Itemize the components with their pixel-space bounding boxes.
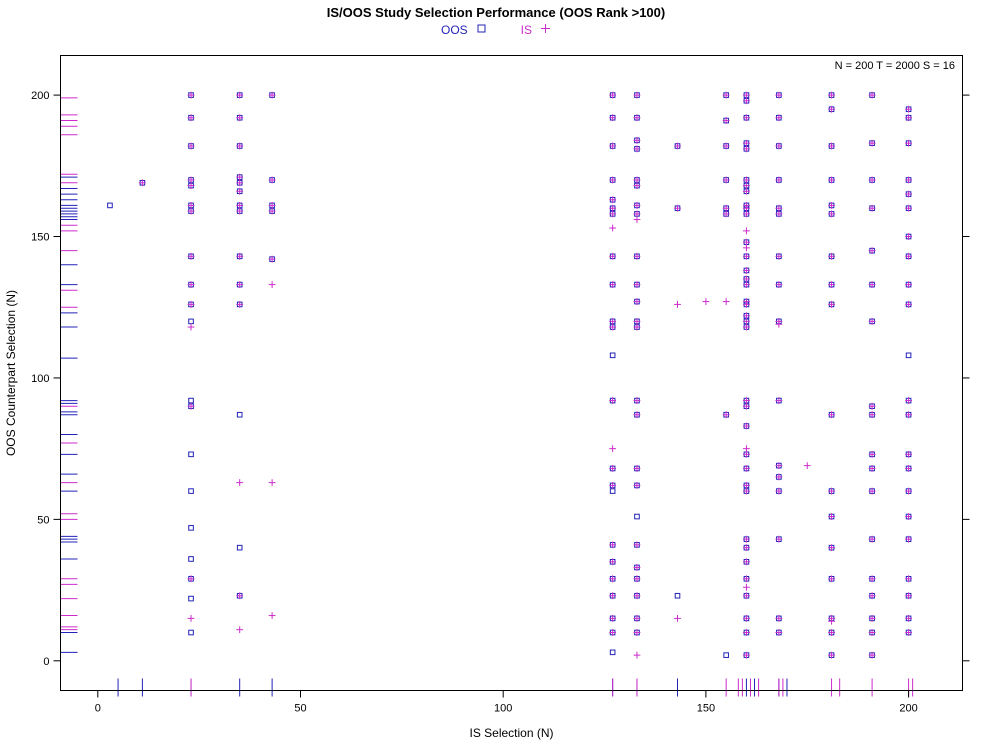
legend-item-oos: OOS: [441, 23, 487, 37]
legend-is-label: IS: [520, 23, 532, 37]
x-tick-label: 0: [95, 703, 101, 715]
legend: OOS IS: [0, 23, 992, 37]
legend-oos-label: OOS: [440, 23, 468, 37]
data-point-oos: [188, 451, 194, 458]
data-point-oos: [188, 556, 194, 562]
x-tick-label: 50: [294, 703, 306, 715]
data-point-oos: [188, 397, 194, 404]
y-tick-label: 150: [31, 232, 49, 244]
data-point-oos: [634, 513, 640, 520]
y-tick-label: 0: [43, 656, 49, 668]
plus-icon: [540, 23, 551, 37]
legend-item-is: IS: [521, 23, 551, 37]
open-square-icon: [476, 23, 487, 37]
plot-border: [60, 55, 963, 691]
data-point-oos: [188, 629, 194, 636]
y-axis-title: OOS Counterpart Selection (N): [4, 290, 18, 456]
annotation-params: N = 200 T = 2000 S = 16: [834, 60, 955, 72]
data-point-oos: [723, 652, 729, 658]
data-point-oos: [236, 411, 243, 418]
x-tick-label: 200: [899, 703, 917, 715]
y-tick-label: 50: [37, 514, 49, 526]
data-point-oos: [188, 595, 194, 602]
data-point-oos: [107, 202, 113, 209]
y-tick-label: 200: [31, 90, 49, 102]
y-tick-label: 100: [31, 373, 49, 385]
x-axis-title: IS Selection (N): [469, 726, 553, 740]
x-tick-label: 100: [494, 703, 512, 715]
x-tick-label: 150: [697, 703, 715, 715]
data-point-oos: [609, 649, 616, 656]
data-point-oos: [674, 592, 681, 599]
data-point-oos: [188, 488, 194, 494]
chart-title: IS/OOS Study Selection Performance (OOS …: [326, 5, 666, 20]
data-point-oos: [609, 488, 616, 494]
data-point-oos: [905, 352, 912, 359]
data-point-oos: [188, 318, 194, 325]
data-point-oos: [609, 352, 616, 359]
data-point-oos: [188, 525, 194, 531]
data-point-oos: [236, 544, 243, 551]
